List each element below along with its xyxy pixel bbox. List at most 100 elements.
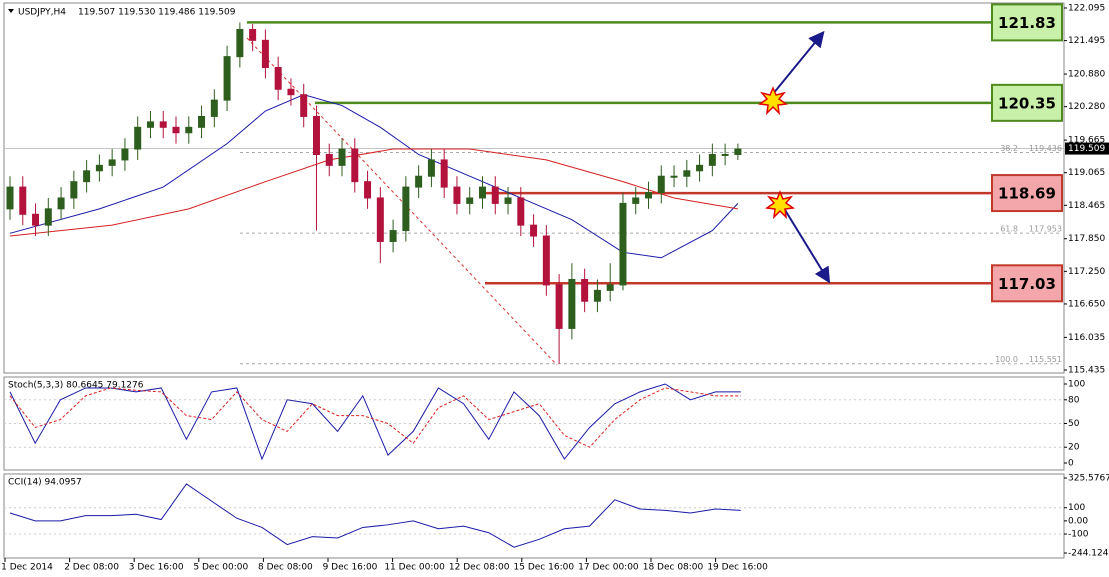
candle-body — [696, 164, 704, 172]
candle-body — [721, 153, 729, 156]
candle-body — [57, 197, 65, 210]
x-tick-label: 2 Dec 08:00 — [64, 563, 119, 573]
y-tick-label: 20 — [1068, 443, 1080, 453]
candle-body — [542, 235, 550, 286]
candle-body — [236, 28, 244, 58]
candle-body — [223, 56, 231, 101]
candle-body — [172, 126, 180, 134]
y-tick-label: 117.250 — [1068, 267, 1105, 277]
y-tick-label: 117.850 — [1068, 234, 1105, 244]
y-tick-label: 0 — [1068, 459, 1074, 469]
x-tick-label: 9 Dec 16:00 — [323, 563, 378, 573]
candle-body — [440, 159, 448, 188]
candle-body — [351, 148, 359, 183]
candle-body — [593, 289, 601, 302]
candle-body — [568, 279, 576, 329]
candle-body — [619, 202, 627, 286]
level-label: 118.69 — [998, 185, 1056, 203]
candle-body — [108, 159, 116, 166]
candle-body — [44, 208, 52, 226]
x-tick-label: 15 Dec 16:00 — [514, 563, 575, 573]
level-box — [991, 174, 1063, 213]
candle-body — [491, 186, 499, 204]
y-tick-label: 121.495 — [1068, 36, 1105, 46]
y-tick-label: 100 — [1068, 380, 1085, 390]
fib-price: 117.953 — [1029, 225, 1062, 234]
candle-body — [159, 121, 167, 128]
y-tick-label: 0.00 — [1068, 516, 1088, 526]
header-values: 119.507 119.530 119.486 119.509 — [78, 8, 236, 18]
x-tick-label: 1 Dec 2014 — [1, 563, 53, 573]
level-label: 121.83 — [998, 14, 1056, 32]
y-tick-label: 116.035 — [1068, 333, 1105, 343]
x-tick-label: 3 Dec 16:00 — [129, 563, 184, 573]
level-box — [991, 264, 1063, 303]
fib-price: 115.551 — [1029, 355, 1062, 364]
candle-body — [376, 197, 384, 242]
fib-level: 100.0 — [995, 355, 1018, 364]
candle-body — [683, 170, 691, 177]
y-tick-label: 118.465 — [1068, 201, 1105, 211]
y-tick-label: 122.095 — [1068, 4, 1105, 14]
level-label: 120.35 — [998, 94, 1056, 112]
menu-icon — [8, 9, 14, 13]
level-label: 117.03 — [998, 275, 1056, 293]
cci-panel — [3, 473, 1065, 559]
candle-body — [415, 175, 423, 188]
candle-body — [312, 115, 320, 155]
y-tick-label: 115.435 — [1068, 366, 1105, 376]
candle-body — [70, 181, 78, 199]
candle-body — [389, 230, 397, 242]
candle-body — [274, 67, 282, 90]
y-tick-label: 119.065 — [1068, 168, 1105, 178]
candle-body — [632, 197, 640, 204]
candle-body — [6, 186, 14, 210]
x-tick-label: 18 Dec 08:00 — [643, 563, 704, 573]
candle-body — [466, 197, 474, 204]
x-tick-label: 12 Dec 08:00 — [449, 563, 510, 573]
level-box — [991, 3, 1063, 42]
y-tick-label: 100 — [1068, 503, 1085, 513]
candle-body — [338, 148, 346, 166]
candle-body — [517, 197, 525, 226]
y-tick-label: 119.665 — [1068, 136, 1105, 146]
candle-body — [325, 153, 333, 166]
candle-body — [95, 164, 103, 172]
candle-body — [198, 115, 206, 128]
indicator-line — [9, 483, 741, 548]
candle-body — [287, 88, 295, 96]
main-panel — [3, 2, 1065, 374]
candle-body — [670, 175, 678, 178]
candle-body — [402, 186, 410, 232]
moving-average — [9, 148, 738, 237]
y-tick-label: 116.650 — [1068, 299, 1105, 309]
x-tick-label: 17 Dec 00:00 — [578, 563, 639, 573]
candle-body — [134, 126, 142, 150]
plot: 122.095 121.495 120.880 120.280 119.665 119.0… — [1, 3, 1109, 573]
candle-body — [504, 197, 512, 204]
candle-body — [478, 186, 486, 199]
current-price-label: 119.509 — [1068, 144, 1105, 154]
candle-body — [19, 186, 27, 215]
current-price-box — [1065, 142, 1109, 155]
candle-body — [530, 224, 538, 237]
y-tick-label: -244.1248 — [1068, 549, 1109, 559]
candle-body — [121, 148, 129, 161]
x-tick-label: 5 Dec 00:00 — [193, 563, 248, 573]
candle-body — [708, 153, 716, 166]
y-tick-label: 325.5767 — [1068, 474, 1109, 484]
y-tick-label: -100 — [1068, 530, 1089, 540]
level-box — [991, 83, 1063, 122]
candle-body — [555, 284, 563, 329]
candle-body — [734, 148, 742, 155]
indicator-title: Stoch(5,3,3) 80.6645 79.1276 — [8, 381, 144, 391]
candle-body — [32, 213, 40, 226]
y-tick-label: 120.880 — [1068, 70, 1105, 80]
candle-body — [645, 192, 652, 199]
indicator-line — [9, 383, 741, 461]
x-tick-label: 19 Dec 16:00 — [707, 563, 768, 573]
candle-body — [581, 279, 589, 302]
fib-price: 119.436 — [1029, 144, 1062, 153]
candle-body — [261, 39, 269, 69]
